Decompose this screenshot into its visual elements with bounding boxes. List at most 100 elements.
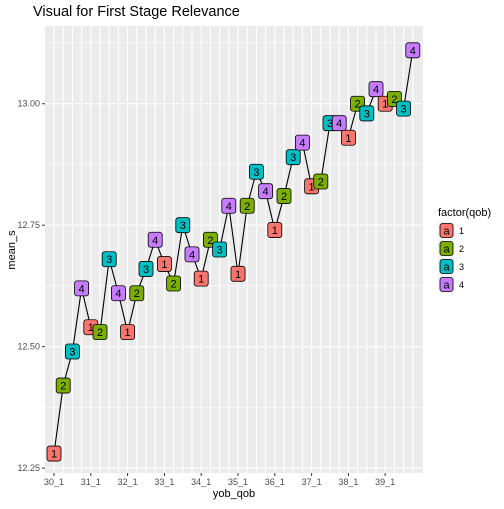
data-point-label: 3 (253, 167, 259, 179)
grid-major (45, 26, 423, 473)
series-line (53, 50, 414, 454)
data-point-label: 2 (97, 327, 103, 339)
data-point-label: 1 (235, 269, 241, 281)
x-tick-label: 35_1 (228, 477, 248, 487)
data-point: 3 (285, 149, 301, 166)
data-point-box (101, 251, 117, 268)
data-point-box (129, 285, 145, 302)
data-point: 3 (248, 163, 264, 180)
y-axis: 12.25 12.50 12.75 13.00 (17, 99, 45, 473)
legend-key-glyph: a (443, 244, 450, 256)
data-point: 1 (120, 324, 135, 340)
legend-key (439, 259, 454, 274)
data-point-box (193, 270, 209, 287)
data-point-label: 2 (207, 235, 213, 247)
data-point: 2 (55, 377, 71, 394)
x-axis-label: yob_qob (213, 488, 255, 500)
x-tick-label: 37_1 (302, 477, 322, 487)
data-point-box (175, 217, 191, 234)
data-point-box (313, 173, 329, 190)
x-tick-label: 38_1 (338, 477, 358, 487)
grid-minor (45, 42, 423, 408)
data-point-label: 3 (401, 104, 407, 116)
data-point-label: 3 (106, 254, 112, 266)
y-tick-label: 13.00 (17, 99, 40, 109)
data-point: 4 (405, 42, 421, 59)
legend-key (439, 241, 454, 256)
data-point-label: 1 (272, 225, 278, 237)
data-point-box (285, 149, 301, 166)
data-point: 4 (221, 197, 237, 214)
data-point-label: 3 (180, 220, 186, 232)
data-point: 4 (147, 231, 163, 248)
data-point-label: 4 (263, 186, 269, 198)
data-point-label: 3 (217, 245, 223, 257)
data-point: 3 (101, 251, 117, 268)
data-point: 4 (331, 115, 347, 132)
x-tick-label: 31_1 (81, 477, 101, 487)
data-point-box (340, 129, 356, 146)
data-point: 3 (175, 217, 191, 234)
data-point-label: 3 (143, 264, 149, 276)
data-point-label: 4 (152, 235, 158, 247)
data-point-box (166, 275, 182, 292)
legend-key-glyph: a (443, 262, 450, 274)
data-point-box (331, 115, 347, 132)
data-point-label: 4 (79, 283, 85, 295)
data-point: 3 (359, 105, 375, 122)
y-tick-label: 12.25 (17, 463, 40, 473)
x-tick-label: 36_1 (265, 477, 285, 487)
data-point-label: 1 (161, 259, 167, 271)
series-path (53, 50, 414, 454)
data-point: 3 (65, 343, 80, 360)
x-tick-label: 39_1 (375, 477, 395, 487)
legend-label: 3 (459, 262, 464, 272)
data-point: 1 (193, 270, 209, 287)
data-point: 3 (396, 100, 412, 117)
data-point-box (138, 261, 154, 277)
data-point-label: 1 (125, 327, 131, 339)
data-point-label: 1 (382, 99, 388, 111)
y-axis-label: mean_s (6, 230, 18, 270)
data-point-label: 1 (309, 181, 315, 193)
legend-title: factor(qob) (438, 207, 491, 219)
data-point-label: 1 (51, 449, 57, 461)
y-tick-label: 12.50 (17, 342, 40, 352)
data-point-label: 3 (364, 108, 370, 120)
data-point: 1 (340, 129, 356, 146)
data-point-box (120, 324, 135, 340)
data-point-label: 4 (115, 288, 121, 300)
data-point-label: 4 (336, 118, 342, 130)
legend: factor(qob) a 1a 2a 3a 4 (438, 207, 491, 293)
data-point-box (239, 197, 255, 214)
data-point-label: 2 (134, 288, 140, 300)
chart-title: Visual for First Stage Relevance (33, 4, 240, 20)
data-point-box (405, 42, 421, 59)
data-point: 3 (212, 241, 228, 258)
data-point-box (359, 105, 375, 122)
data-point-box (258, 183, 274, 200)
data-point-label: 2 (391, 94, 397, 106)
data-point-box (267, 222, 283, 238)
data-point: 2 (313, 173, 329, 190)
legend-label: 2 (459, 244, 464, 254)
data-point: 4 (258, 183, 274, 200)
data-point-box (55, 377, 71, 394)
data-point-label: 2 (244, 201, 250, 213)
data-point-box (276, 188, 292, 204)
data-point-box (248, 163, 264, 180)
data-point: 4 (111, 285, 126, 302)
data-point-label: 4 (410, 45, 416, 57)
data-point-label: 3 (69, 347, 75, 359)
data-point-box (156, 256, 172, 272)
data-point-box (396, 100, 412, 117)
data-point: 2 (276, 188, 292, 204)
data-point-label: 1 (88, 322, 94, 334)
x-axis: 30_1 31_1 32_1 33_1 34_1 35_1 36_1 37_1 38_1 39_1 (44, 473, 395, 487)
data-point: 4 (294, 134, 310, 151)
data-point-label: 1 (198, 274, 204, 286)
data-point-box (147, 231, 163, 248)
data-point: 2 (239, 197, 255, 214)
